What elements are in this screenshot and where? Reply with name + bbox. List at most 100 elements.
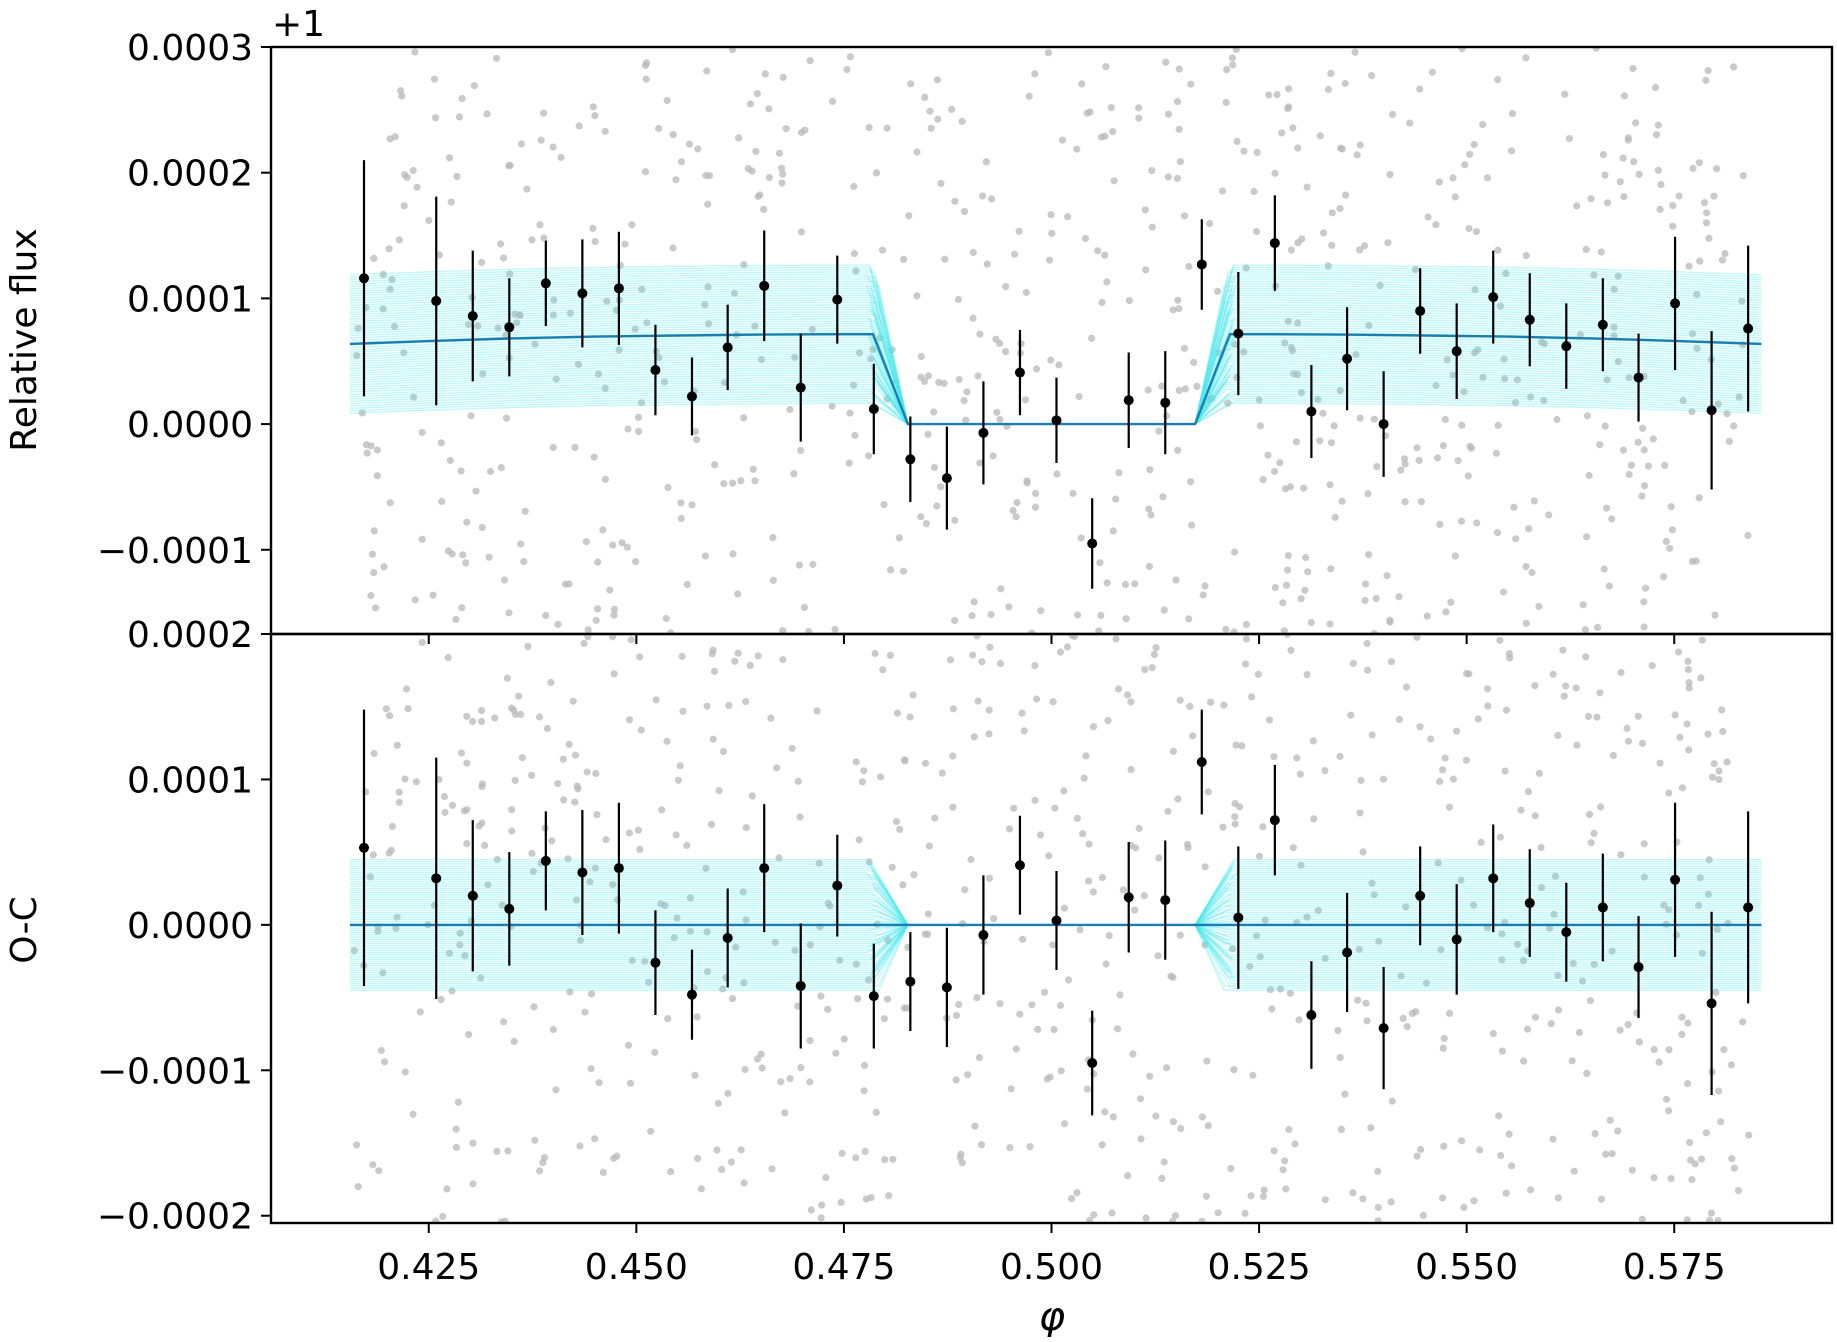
raw-point — [572, 751, 580, 759]
raw-point — [1180, 212, 1189, 220]
raw-point — [683, 841, 691, 850]
raw-point — [564, 855, 572, 863]
raw-point — [1331, 513, 1339, 521]
raw-point — [391, 133, 399, 141]
raw-point — [807, 1206, 815, 1214]
raw-point — [1374, 1217, 1382, 1223]
raw-point — [1316, 437, 1324, 445]
raw-point — [1009, 506, 1017, 515]
raw-point — [1078, 80, 1086, 88]
raw-point — [1368, 72, 1376, 80]
binned-point — [795, 382, 806, 393]
raw-point — [493, 855, 501, 864]
binned-point — [358, 842, 369, 853]
raw-point — [1368, 731, 1376, 739]
raw-point — [1089, 888, 1097, 896]
raw-point — [1231, 548, 1239, 556]
raw-point — [1314, 906, 1322, 915]
raw-point — [701, 301, 709, 309]
raw-point — [380, 563, 388, 571]
raw-point — [1545, 511, 1553, 519]
raw-point — [1665, 789, 1673, 797]
raw-point — [1116, 991, 1124, 999]
raw-point — [775, 149, 784, 157]
raw-point — [822, 1174, 830, 1182]
raw-point — [477, 717, 486, 726]
raw-point — [1590, 829, 1598, 838]
raw-point — [1678, 784, 1687, 792]
raw-point — [996, 1000, 1004, 1008]
raw-point — [1624, 134, 1632, 142]
raw-point — [1614, 272, 1622, 280]
raw-point — [537, 136, 545, 144]
raw-point — [444, 654, 452, 662]
y-offset-label: +1 — [272, 4, 325, 45]
raw-point — [455, 113, 463, 121]
raw-point — [1173, 98, 1182, 106]
raw-point — [1502, 706, 1511, 714]
raw-point — [554, 620, 562, 629]
raw-point — [1193, 382, 1201, 390]
raw-point — [589, 103, 597, 111]
raw-point — [1109, 527, 1117, 535]
raw-point — [1164, 110, 1173, 118]
raw-point — [635, 427, 643, 435]
raw-point — [1719, 727, 1727, 736]
raw-point — [1620, 193, 1628, 201]
raw-point — [1629, 64, 1637, 73]
raw-point — [1549, 1135, 1557, 1143]
raw-point — [1603, 504, 1611, 512]
raw-point — [1131, 580, 1139, 588]
raw-point — [850, 250, 859, 258]
raw-point — [1698, 636, 1706, 644]
raw-point — [1399, 1014, 1407, 1023]
raw-point — [1293, 754, 1301, 762]
raw-point — [880, 501, 888, 509]
raw-point — [962, 416, 970, 424]
y-tick-label: −0.0001 — [97, 531, 253, 572]
binned-point — [1087, 538, 1098, 549]
raw-point — [1218, 187, 1227, 195]
raw-point — [1415, 456, 1423, 464]
raw-point — [1098, 298, 1106, 306]
binned-point — [1342, 353, 1353, 364]
raw-point — [624, 1041, 633, 1049]
raw-point — [1594, 623, 1602, 632]
raw-point — [510, 1037, 518, 1046]
raw-point — [1336, 752, 1344, 761]
raw-point — [565, 740, 573, 749]
raw-point — [632, 558, 640, 566]
raw-point — [1232, 741, 1240, 749]
raw-point — [1254, 670, 1262, 679]
raw-point — [1513, 376, 1521, 384]
raw-point — [1695, 901, 1703, 910]
raw-point — [1693, 290, 1701, 299]
raw-point — [1135, 824, 1143, 833]
raw-point — [624, 425, 632, 433]
raw-point — [1288, 347, 1296, 355]
raw-point — [1142, 1214, 1150, 1222]
raw-point — [1460, 388, 1468, 396]
raw-point — [1214, 1209, 1222, 1217]
raw-point — [1347, 711, 1355, 719]
raw-point — [829, 97, 837, 105]
raw-point — [1289, 844, 1297, 852]
raw-point — [1362, 999, 1370, 1007]
raw-point — [409, 1110, 417, 1118]
raw-point — [1046, 256, 1054, 264]
raw-point — [765, 174, 774, 182]
raw-point — [824, 1005, 832, 1013]
raw-point — [969, 651, 977, 659]
raw-point — [1270, 467, 1279, 476]
raw-point — [582, 538, 590, 546]
raw-point — [808, 325, 816, 333]
x-axis-label-phi: φ — [1039, 1294, 1065, 1337]
raw-point — [957, 1150, 965, 1158]
x-tick-label: 0.475 — [792, 1247, 895, 1288]
raw-point — [497, 240, 505, 248]
raw-point — [742, 824, 750, 832]
raw-point — [1201, 941, 1209, 949]
raw-point — [1554, 1006, 1563, 1014]
raw-point — [1554, 1194, 1562, 1202]
raw-point — [1320, 229, 1328, 237]
